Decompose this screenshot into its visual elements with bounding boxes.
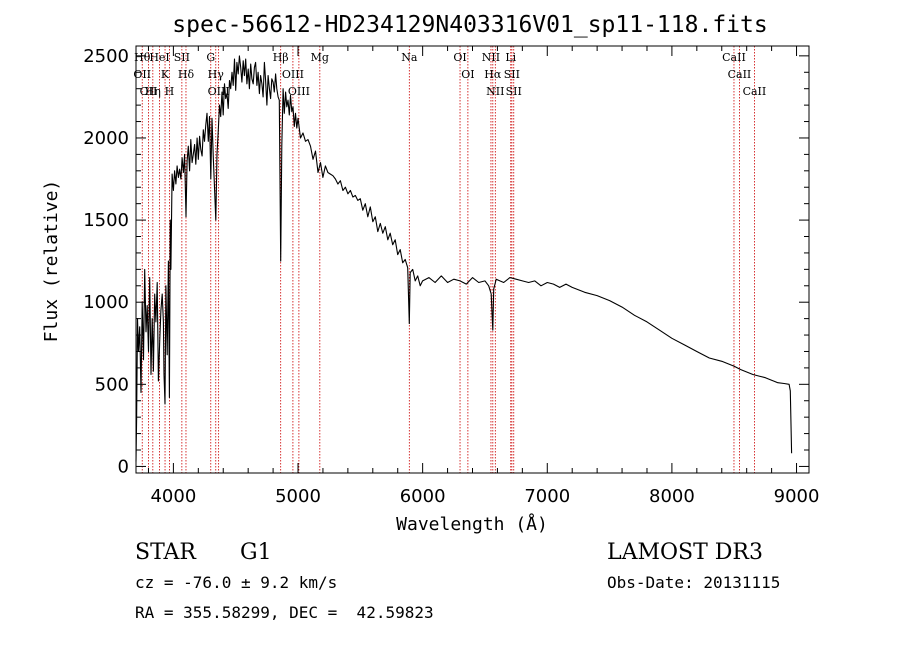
x-axis: 4000 5000 6000 7000 8000 9000 (147, 46, 820, 507)
y-axis: 0 500 1000 1500 2000 2500 (83, 46, 809, 477)
spectral-line-label: Mg (311, 51, 329, 64)
obs-date: Obs-Date: 20131115 (607, 573, 781, 592)
spectral-line-label: NII (482, 51, 500, 64)
spectral-line-label: SII (174, 51, 190, 64)
x-tick-label: 8000 (649, 486, 695, 507)
plot-frame (135, 45, 810, 474)
x-tick-label: 7000 (524, 486, 570, 507)
spectral-line-label: SII (504, 68, 520, 81)
spectral-line-label: H (165, 85, 175, 98)
redshift-text: cz = -76.0 ± 9.2 km/s (135, 573, 338, 592)
spectral-line-label: OII (140, 85, 158, 98)
spectral-line-label: K (161, 68, 170, 81)
spectral-line-label: Hδ (178, 68, 195, 81)
spectral-line-label: OI (461, 68, 474, 81)
spectral-line-label: OI (453, 51, 466, 64)
spectral-line-label: CaII (743, 85, 767, 98)
spectral-line-label: Hβ (273, 51, 289, 64)
x-tick-label: 5000 (275, 486, 321, 507)
spectral-line-label: Na (401, 51, 418, 64)
spectral-line-label: CaII (722, 51, 746, 64)
y-tick-label: 1000 (83, 292, 129, 313)
x-tick-label: 6000 (400, 486, 446, 507)
spectral-line-label: OII (133, 68, 151, 81)
spectral-line-label: OIII (282, 68, 304, 81)
coordinates-text: RA = 355.58299, DEC = 42.59823 (135, 603, 434, 622)
object-class: STAR (135, 540, 196, 565)
y-tick-label: 2500 (83, 46, 129, 67)
x-tick-label: 4000 (150, 486, 196, 507)
spectral-line-label: Hθ (134, 51, 151, 64)
survey-name: LAMOST DR3 (607, 540, 763, 565)
y-axis-label: Flux (relative) (41, 180, 62, 343)
spectral-line-label: SII (506, 85, 522, 98)
y-tick-label: 0 (118, 456, 129, 477)
spectral-line-label: Hη (145, 85, 161, 98)
spectral-line-label: G (206, 51, 215, 64)
spectral-line-label: Hγ (208, 68, 225, 81)
spectral-line-label: OIII (288, 85, 310, 98)
spectral-line-label: Hα (484, 68, 502, 81)
x-axis-label: Wavelength (Å) (396, 513, 548, 535)
object-subclass: G1 (240, 540, 272, 565)
y-tick-label: 1500 (83, 210, 129, 231)
y-tick-label: 500 (95, 374, 129, 395)
y-tick-label: 2000 (83, 128, 129, 149)
spectrum-line (135, 55, 793, 462)
chart-title: spec-56612-HD234129N403316V01_sp11-118.f… (172, 12, 767, 38)
spectral-line-label: NII (486, 85, 504, 98)
x-tick-label: 9000 (774, 486, 820, 507)
spectral-line-label: HeI (149, 51, 169, 64)
spectral-line-label: CaII (728, 68, 752, 81)
spectral-line-markers (141, 46, 755, 473)
spectral-line-label: Li (505, 51, 516, 64)
